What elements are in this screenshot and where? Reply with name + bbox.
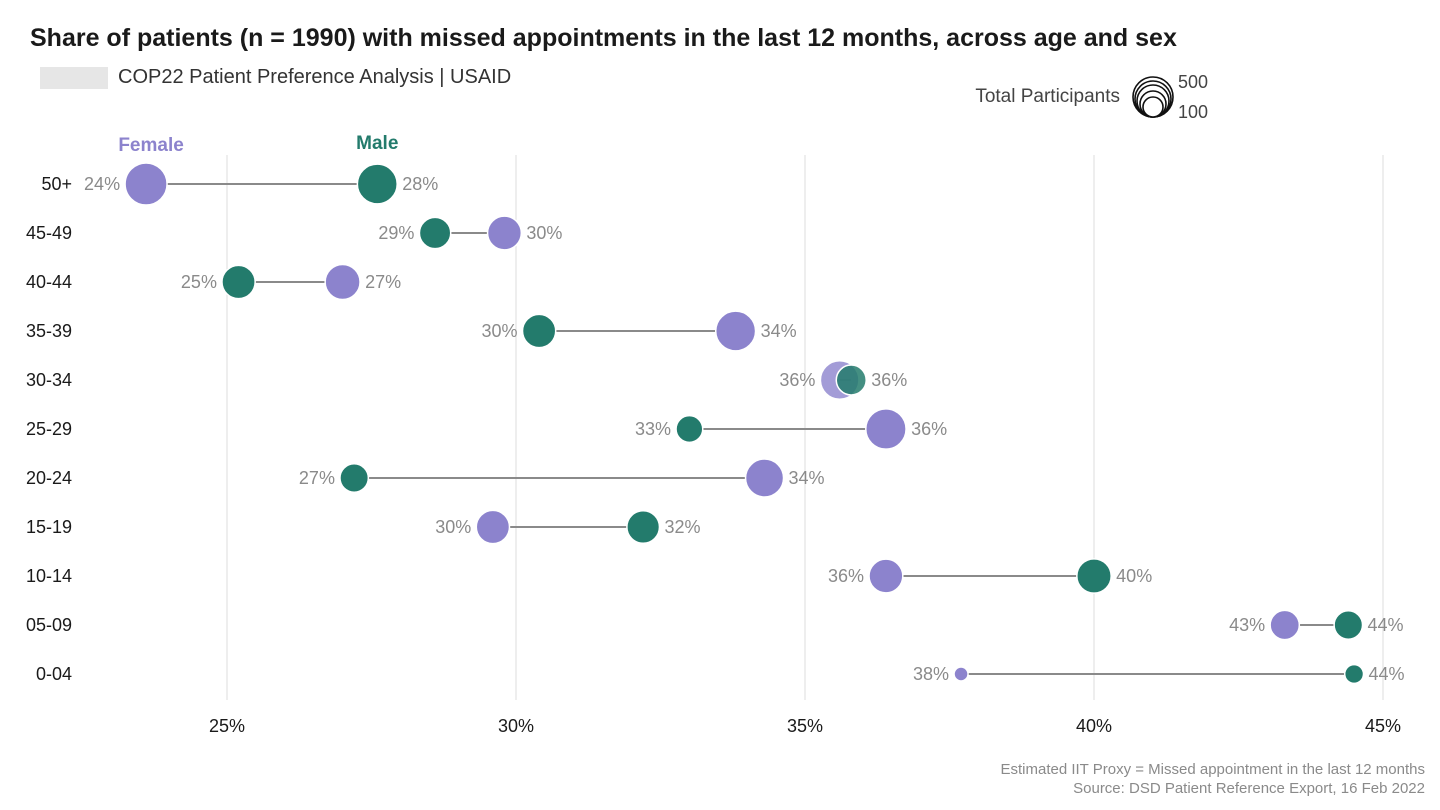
- female-value-label: 36%: [779, 370, 815, 390]
- female-value-label: 34%: [761, 321, 797, 341]
- male-value-label: 29%: [378, 223, 414, 243]
- male-point: [1333, 610, 1364, 640]
- y-category-label: 45-49: [26, 223, 72, 243]
- male-value-label: 30%: [481, 321, 517, 341]
- female-point: [1269, 609, 1301, 641]
- series-label-male: Male: [356, 133, 398, 154]
- female-value-label: 30%: [526, 223, 562, 243]
- female-value-label: 36%: [828, 566, 864, 586]
- male-value-label: 33%: [635, 419, 671, 439]
- female-point: [475, 509, 511, 545]
- female-value-label: 43%: [1229, 615, 1265, 635]
- female-value-label: 36%: [911, 419, 947, 439]
- x-tick-label: 30%: [498, 716, 534, 736]
- chart-subtitle: COP22 Patient Preference Analysis | USAI…: [118, 66, 512, 88]
- chart-title: Share of patients (n = 1990) with missed…: [30, 24, 1177, 52]
- y-category-label: 15-19: [26, 517, 72, 537]
- male-point: [1343, 663, 1365, 685]
- male-point: [221, 264, 256, 300]
- female-value-label: 30%: [435, 517, 471, 537]
- y-category-label: 50+: [41, 174, 72, 194]
- male-value-label: 25%: [181, 272, 217, 292]
- x-tick-label: 35%: [787, 716, 823, 736]
- series-label-female: Female: [118, 135, 183, 156]
- x-tick-label: 25%: [209, 716, 245, 736]
- female-value-label: 38%: [913, 664, 949, 684]
- female-point: [124, 162, 168, 206]
- female-point: [714, 310, 757, 352]
- size-legend-max-label: 500: [1178, 72, 1208, 92]
- male-point: [835, 364, 867, 396]
- female-point: [953, 666, 969, 682]
- footnote: Estimated IIT Proxy = Missed appointment…: [1000, 760, 1425, 798]
- male-point: [626, 509, 661, 545]
- size-legend-min-label: 100: [1178, 102, 1208, 122]
- logo-placeholder: [40, 66, 108, 89]
- x-tick-label: 45%: [1365, 716, 1401, 736]
- y-category-label: 0-04: [36, 664, 72, 684]
- female-point: [486, 215, 523, 251]
- y-category-label: 25-29: [26, 419, 72, 439]
- female-value-label: 27%: [365, 272, 401, 292]
- female-value-label: 24%: [84, 174, 120, 194]
- y-category-label: 05-09: [26, 615, 72, 635]
- male-value-label: 36%: [871, 370, 907, 390]
- male-point: [339, 463, 370, 493]
- male-value-label: 32%: [664, 517, 700, 537]
- male-value-label: 27%: [299, 468, 335, 488]
- female-point: [865, 408, 907, 450]
- male-value-label: 28%: [402, 174, 438, 194]
- footnote-line-1: Estimated IIT Proxy = Missed appointment…: [1000, 761, 1425, 778]
- footnote-line-2: Source: DSD Patient Reference Export, 16…: [1073, 780, 1425, 797]
- male-point: [521, 313, 557, 349]
- female-value-label: 34%: [789, 468, 825, 488]
- male-point: [1076, 558, 1112, 594]
- size-legend-title: Total Participants: [975, 86, 1120, 107]
- male-point: [356, 163, 398, 205]
- x-tick-label: 40%: [1076, 716, 1112, 736]
- female-point: [324, 263, 361, 301]
- male-value-label: 44%: [1368, 615, 1404, 635]
- size-legend-circle: [1142, 96, 1164, 118]
- male-value-label: 40%: [1116, 566, 1152, 586]
- female-point: [868, 558, 904, 594]
- y-category-label: 30-34: [26, 370, 72, 390]
- subtitle-row: COP22 Patient Preference Analysis | USAI…: [40, 66, 511, 89]
- y-category-label: 35-39: [26, 321, 72, 341]
- y-category-label: 40-44: [26, 272, 72, 292]
- y-category-label: 20-24: [26, 468, 72, 488]
- male-value-label: 44%: [1369, 664, 1405, 684]
- female-point: [744, 458, 785, 498]
- y-category-label: 10-14: [26, 566, 72, 586]
- male-point: [418, 216, 452, 250]
- male-point: [675, 414, 704, 444]
